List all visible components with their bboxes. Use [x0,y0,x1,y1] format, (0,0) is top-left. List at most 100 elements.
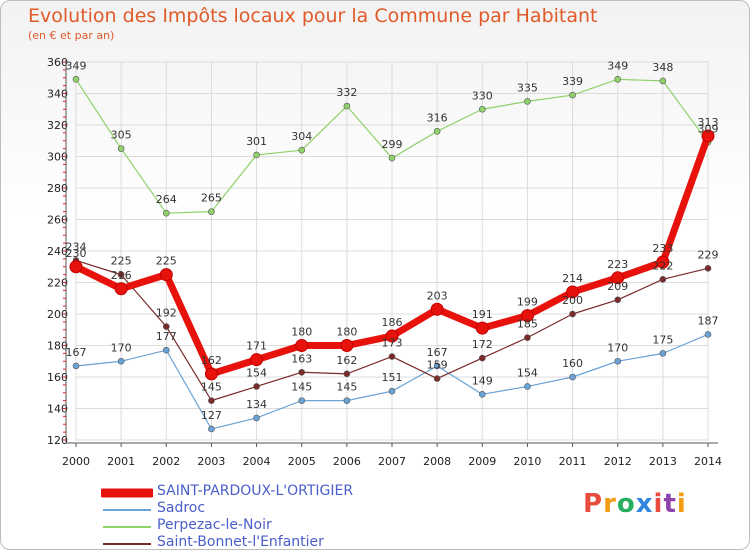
data-point [569,91,576,99]
data-label: 173 [382,337,403,350]
data-label: 214 [562,272,583,285]
y-tick-label: 260 [47,214,68,227]
data-label: 264 [156,193,177,206]
data-point [343,397,351,404]
data-point [340,339,354,352]
data-point [295,339,309,352]
data-point [72,76,80,83]
data-label: 301 [246,135,267,148]
data-point [524,334,531,341]
data-point [253,414,260,422]
data-point [433,128,441,135]
data-point [208,397,215,404]
data-label: 223 [607,258,628,271]
data-label: 209 [607,280,628,293]
data-label: 200 [562,294,583,307]
data-point [162,346,170,354]
x-tick-label: 2012 [604,455,632,468]
legend-swatch [103,543,151,545]
data-label: 222 [652,259,673,272]
logo-letter: i [653,489,664,519]
data-label: 304 [291,130,312,143]
y-tick-label: 360 [47,56,68,69]
data-label: 127 [201,409,222,422]
data-label: 229 [698,248,719,261]
data-point [72,362,80,370]
data-point [388,353,396,360]
data-point [204,367,218,381]
data-label: 151 [382,371,403,384]
data-label: 145 [291,381,312,394]
data-label: 134 [246,398,267,411]
data-point [704,331,712,338]
data-label: 163 [291,352,312,365]
logo-letter: P [583,489,604,519]
legend: SAINT-PARDOUX-L'ORTIGIER Sadroc Perpezac… [101,483,431,550]
legend-label: Perpezac-le-Noir [157,517,272,533]
x-tick-label: 2006 [333,455,361,468]
data-point [388,154,396,162]
data-point [520,309,534,323]
data-label: 159 [427,359,448,372]
data-point [253,383,260,390]
data-point [117,357,125,365]
data-point [298,397,306,404]
data-point [298,368,306,376]
data-label: 199 [517,296,538,309]
data-label: 180 [336,326,357,339]
y-tick-label: 180 [47,340,68,353]
data-point [478,105,486,113]
data-label: 316 [427,111,448,124]
x-tick-label: 2013 [649,455,677,468]
data-label: 171 [246,340,267,353]
x-tick-label: 2007 [378,455,406,468]
legend-swatch [103,526,151,528]
data-point [159,268,173,282]
data-label: 149 [472,374,493,387]
data-label: 185 [517,318,538,331]
legend-label: Saint-Bonnet-l'Enfantier [157,534,324,550]
data-point [659,77,667,85]
data-point [69,260,83,274]
y-tick-label: 280 [47,182,68,195]
data-label: 305 [111,129,132,142]
x-tick-label: 2014 [694,455,722,468]
data-label: 339 [562,75,583,88]
data-label: 191 [472,308,493,321]
logo-letter: x [635,489,654,519]
data-label: 145 [336,381,357,394]
data-label: 230 [66,247,87,260]
data-label: 170 [607,341,628,354]
y-tick-label: 160 [47,371,68,384]
data-point [524,383,531,390]
legend-swatch [101,488,153,498]
data-label: 175 [652,333,673,346]
legend-swatch [103,509,151,511]
data-label: 167 [66,346,87,359]
data-label: 154 [246,366,267,379]
data-point [343,370,351,378]
data-point [611,271,625,285]
data-point [659,276,667,283]
data-label: 162 [336,354,357,367]
data-label: 203 [427,289,448,302]
data-label: 162 [201,354,222,367]
x-tick-label: 2003 [197,455,225,468]
data-point [162,323,170,330]
y-tick-label: 300 [47,151,68,164]
data-label: 225 [156,255,177,268]
x-tick-label: 2004 [243,455,271,468]
data-label: 186 [382,316,403,329]
x-tick-label: 2011 [559,455,587,468]
data-label: 349 [66,59,87,72]
x-tick-label: 2002 [152,455,180,468]
data-point [701,129,715,143]
data-point [478,391,486,398]
data-point [475,321,489,335]
data-label: 299 [382,138,403,151]
data-point [343,102,351,110]
data-point [566,285,580,299]
data-label: 332 [336,86,357,99]
